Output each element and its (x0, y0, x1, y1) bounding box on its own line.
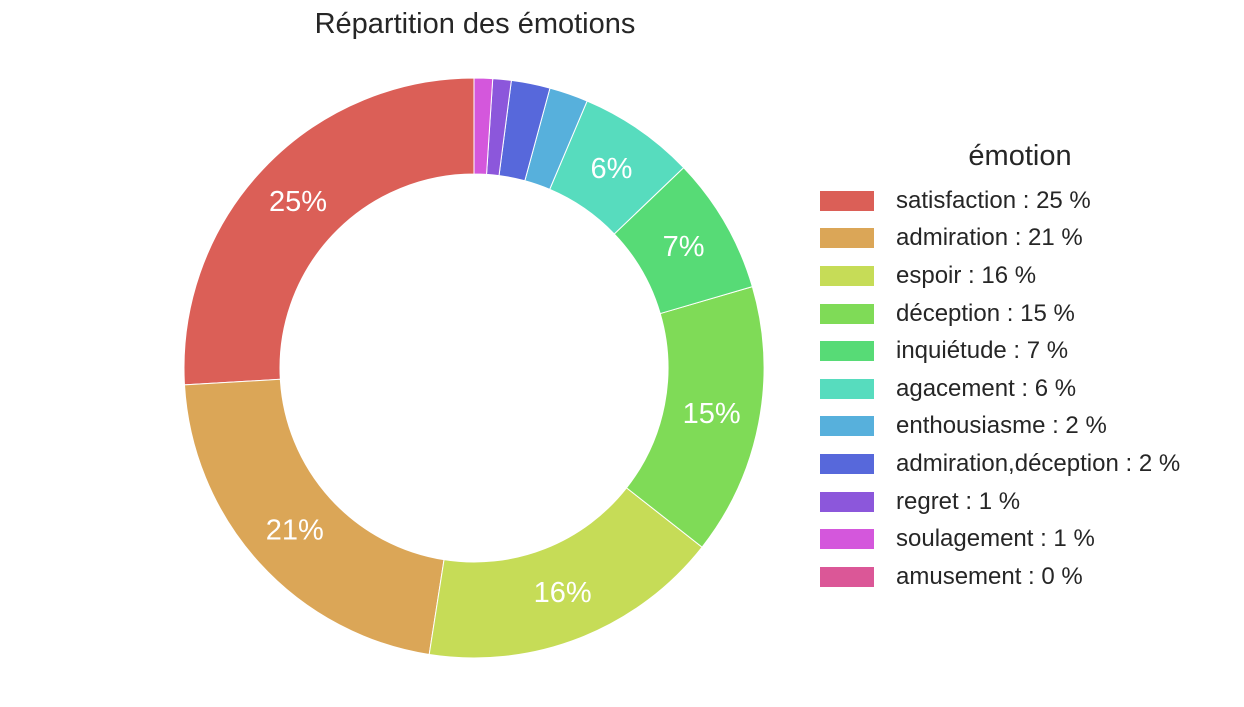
donut-slice (473, 77, 494, 175)
donut-slice (183, 77, 475, 386)
donut-slices (183, 77, 765, 659)
legend-item: espoir : 16 % (820, 257, 1240, 295)
legend-item: déception : 15 % (820, 295, 1240, 333)
legend-item: admiration,déception : 2 % (820, 445, 1240, 483)
legend-item: regret : 1 % (820, 483, 1240, 521)
slice-pct-label: 25% (269, 186, 327, 218)
legend-label: enthousiasme : 2 % (896, 412, 1107, 440)
legend-swatch (820, 265, 874, 286)
legend-swatch (820, 228, 874, 249)
legend-label: déception : 15 % (896, 299, 1075, 327)
slice-pct-label: 7% (663, 231, 705, 263)
legend-item: enthousiasme : 2 % (820, 408, 1240, 446)
legend-label: admiration,déception : 2 % (896, 449, 1181, 477)
legend-item: satisfaction : 25 % (820, 182, 1240, 220)
legend-swatch (820, 303, 874, 324)
legend-label: soulagement : 1 % (896, 525, 1095, 553)
legend-swatch (820, 190, 874, 211)
legend-swatch (820, 341, 874, 362)
donut-pct-labels: 25% 21% 16% 15% 7% 6% (266, 153, 741, 609)
donut-slice (183, 378, 445, 656)
legend-item: inquiétude : 7 % (820, 332, 1240, 370)
legend-label: espoir : 16 % (896, 261, 1037, 289)
legend-swatch (820, 566, 874, 587)
legend-items: satisfaction : 25 % admiration : 21 % espo… (820, 182, 1240, 596)
legend-swatch (820, 491, 874, 512)
slice-pct-label: 16% (534, 577, 592, 609)
legend-label: agacement : 6 % (896, 374, 1077, 402)
legend-label: satisfaction : 25 % (896, 186, 1091, 214)
legend-item: agacement : 6 % (820, 370, 1240, 408)
legend-label: admiration : 21 % (896, 224, 1083, 252)
legend-swatch (820, 378, 874, 399)
legend: émotion satisfaction : 25 % admiration : … (820, 140, 1240, 596)
donut-chart: 25% 21% 16% 15% 7% 6% (183, 77, 765, 659)
slice-pct-label: 15% (683, 398, 741, 430)
legend-swatch (820, 529, 874, 550)
legend-label: inquiétude : 7 % (896, 337, 1069, 365)
legend-item: amusement : 0 % (820, 558, 1240, 596)
legend-item: admiration : 21 % (820, 220, 1240, 258)
slice-pct-label: 21% (266, 515, 324, 547)
legend-title: émotion (968, 140, 1072, 172)
chart-title: Répartition des émotions (314, 8, 636, 40)
legend-swatch (820, 453, 874, 474)
legend-label: amusement : 0 % (896, 562, 1083, 590)
slice-pct-label: 6% (591, 153, 633, 185)
legend-swatch (820, 416, 874, 437)
legend-item: soulagement : 1 % (820, 520, 1240, 558)
legend-label: regret : 1 % (896, 487, 1021, 515)
